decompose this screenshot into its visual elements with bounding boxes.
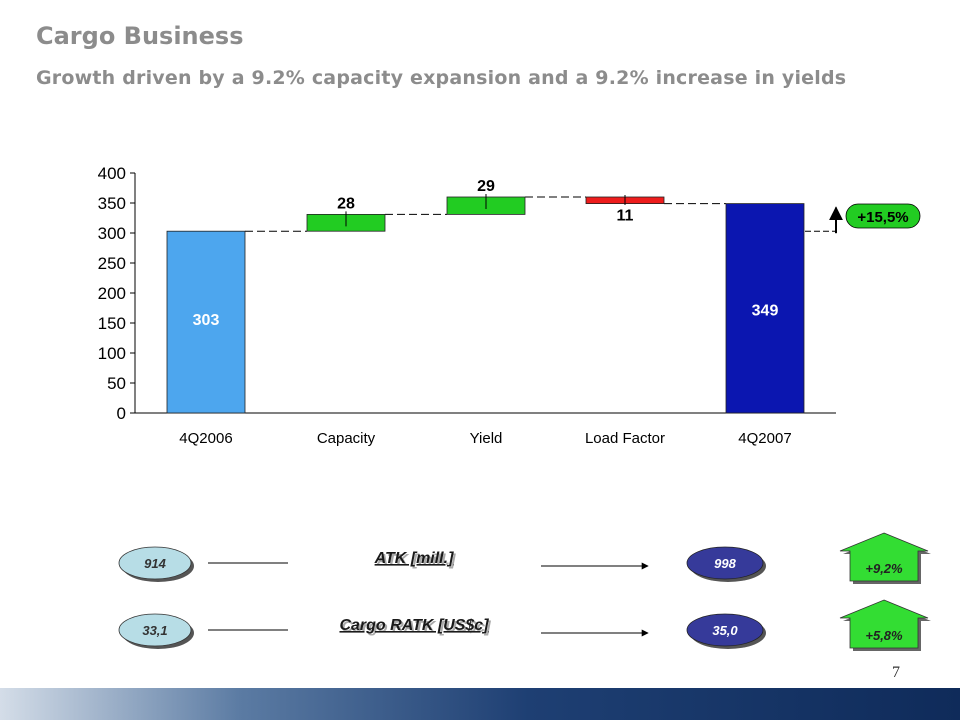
kpi-to-value: 35,0 (712, 623, 738, 638)
kpi-label-shadow: ATK [mill.] (376, 552, 456, 569)
chart-axes: 0 50 100 150 200 250 300 350 400 4Q2006 Capacity Yi… (98, 164, 836, 447)
bar-label-1: 28 (337, 195, 355, 212)
bar-label-4: 349 (752, 303, 779, 320)
kpi-up-arrow-icon (839, 532, 929, 582)
kpi-row-0: 914 ATK [mill.]ATK [mill.] 998 +9,2% (118, 532, 931, 584)
kpi-label: Cargo RATK [US$c] (339, 617, 489, 634)
kpi-from-ellipse (118, 613, 192, 647)
slide-title: Cargo Business (36, 22, 244, 50)
kpi-row-1: 33,1 Cargo RATK [US$c]Cargo RATK [US$c] 35… (118, 599, 931, 651)
change-badge-label: +15,5% (857, 209, 908, 226)
kpi-to-value: 998 (714, 556, 736, 571)
bar-4 (725, 203, 805, 414)
y-tick-label-350: 350 (98, 194, 126, 213)
y-tick-label-100: 100 (98, 344, 126, 363)
bar-label-3: 11 (617, 208, 634, 225)
kpi-to-ellipse (686, 546, 764, 580)
change-badge (845, 203, 921, 229)
y-tick-label-300: 300 (98, 224, 126, 243)
page-number: 7 (892, 664, 900, 681)
kpi-rows: 914 ATK [mill.]ATK [mill.] 998 +9,2%33,1 Car… (118, 532, 931, 651)
waterfall-chart: 0 50 100 150 200 250 300 350 400 4Q2006 Capacity Yi… (98, 164, 931, 651)
bar-label-0: 303 (193, 312, 220, 329)
y-tick-label-150: 150 (98, 314, 126, 333)
change-indicator: +15,5% (805, 203, 921, 234)
y-tick-label-400: 400 (98, 164, 126, 183)
slide-subtitle: Growth driven by a 9.2% capacity expansi… (36, 67, 847, 89)
kpi-label-shadow: Cargo RATK [US$c] (341, 619, 491, 636)
x-tick-label-0: 4Q2006 (179, 430, 232, 447)
y-tick-label-50: 50 (107, 374, 126, 393)
bar-label-2: 29 (477, 178, 495, 195)
x-tick-label-2: Yield (470, 430, 503, 447)
y-tick-label-250: 250 (98, 254, 126, 273)
footer-band (0, 688, 960, 720)
x-tick-label-4: 4Q2007 (738, 430, 791, 447)
chart-labels: 303 28 29 11 349 (193, 178, 779, 329)
kpi-up-arrow-icon (839, 599, 929, 649)
x-tick-label-1: Capacity (317, 430, 376, 447)
y-tick-label-0: 0 (117, 404, 126, 423)
kpi-label: ATK [mill.] (374, 550, 454, 567)
bar-0 (166, 230, 246, 414)
kpi-to-ellipse (686, 613, 764, 647)
kpi-change-value: +9,2% (865, 561, 903, 576)
kpi-change-value: +5,8% (865, 628, 903, 643)
kpi-from-ellipse (118, 546, 192, 580)
kpi-from-value: 914 (144, 556, 166, 571)
x-tick-label-3: Load Factor (585, 430, 665, 447)
chart-bars (166, 196, 805, 414)
y-tick-label-200: 200 (98, 284, 126, 303)
kpi-from-value: 33,1 (142, 623, 167, 638)
